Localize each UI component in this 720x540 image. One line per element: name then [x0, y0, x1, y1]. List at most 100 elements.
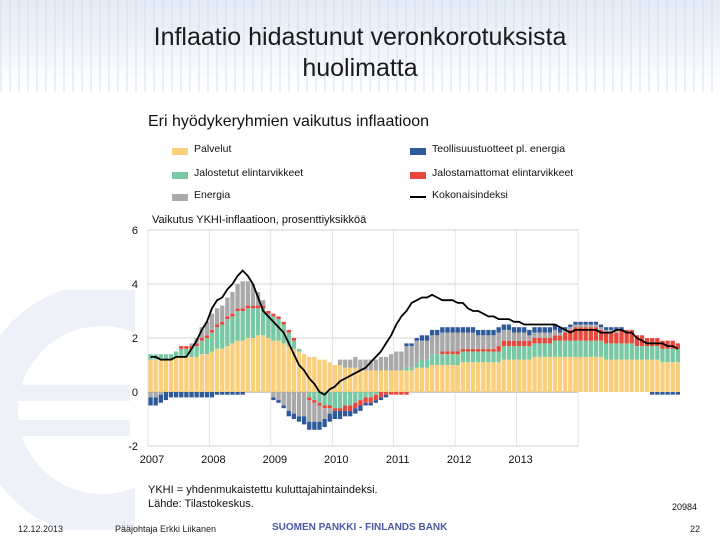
bar-segment-jalostamattomat-elintarvikkeet	[214, 324, 220, 328]
bar-segment-teollisuustuotteet-pl-energia	[609, 327, 614, 330]
bar-segment-jalostetut-elintarvikkeet	[516, 346, 522, 360]
bar-segment-jalostetut-elintarvikkeet	[450, 354, 455, 365]
bar-segment-jalostetut-elintarvikkeet	[445, 354, 450, 365]
bar-segment-jalostamattomat-elintarvikkeet	[404, 392, 409, 395]
bar-segment-jalostetut-elintarvikkeet	[634, 346, 640, 360]
bar-segment-teollisuustuotteet-pl-energia	[424, 335, 430, 341]
bar-segment-palvelut	[327, 362, 332, 392]
bar-segment-jalostamattomat-elintarvikkeet	[399, 392, 404, 395]
bar-segment-teollisuustuotteet-pl-energia	[194, 392, 199, 398]
bar-segment-energia	[271, 392, 276, 398]
bar-segment-teollisuustuotteet-pl-energia	[209, 392, 215, 398]
bar-segment-energia	[148, 392, 153, 398]
bar-segment-jalostetut-elintarvikkeet	[342, 392, 348, 406]
bar-segment-palvelut	[598, 356, 604, 392]
chart-subtitle: Vaikutus YKHI-inflaatioon, prosenttiyksi…	[152, 214, 367, 226]
bar-segment-energia	[250, 284, 256, 306]
bar-segment-energia	[496, 332, 501, 347]
bar-segment-jalostetut-elintarvikkeet	[235, 311, 240, 341]
bar-segment-jalostamattomat-elintarvikkeet	[317, 402, 322, 406]
bar-segment-teollisuustuotteet-pl-energia	[429, 329, 435, 336]
bar-segment-jalostetut-elintarvikkeet	[440, 354, 445, 365]
bar-segment-teollisuustuotteet-pl-energia	[153, 397, 158, 406]
bar-segment-palvelut	[363, 370, 368, 392]
x-tick-label: 2009	[263, 454, 287, 466]
bar-segment-teollisuustuotteet-pl-energia	[527, 329, 532, 336]
bar-segment-energia	[230, 292, 235, 314]
bar-segment-palvelut	[424, 367, 430, 392]
bar-segment-jalostamattomat-elintarvikkeet	[675, 343, 680, 349]
bar-segment-jalostamattomat-elintarvikkeet	[373, 394, 378, 401]
bar-segment-jalostetut-elintarvikkeet	[660, 348, 665, 363]
bar-segment-jalostetut-elintarvikkeet	[465, 351, 471, 363]
bar-segment-energia	[511, 332, 517, 341]
bar-segment-jalostetut-elintarvikkeet	[214, 327, 220, 349]
bar-segment-jalostetut-elintarvikkeet	[588, 340, 593, 357]
bar-segment-energia	[220, 305, 225, 322]
bar-segment-palvelut	[619, 359, 624, 392]
bar-segment-jalostetut-elintarvikkeet	[363, 392, 368, 398]
bar-segment-jalostetut-elintarvikkeet	[639, 346, 645, 360]
bar-segment-teollisuustuotteet-pl-energia	[337, 410, 343, 419]
bar-segment-teollisuustuotteet-pl-energia	[358, 405, 363, 411]
bar-segment-palvelut	[322, 359, 327, 392]
bar-segment-energia	[537, 332, 542, 338]
bar-segment-palvelut	[332, 365, 338, 392]
bar-segment-jalostetut-elintarvikkeet	[419, 359, 425, 368]
bar-segment-jalostamattomat-elintarvikkeet	[383, 392, 389, 395]
bar-segment-teollisuustuotteet-pl-energia	[363, 402, 368, 406]
bar-segment-palvelut	[491, 362, 496, 392]
bar-segment-energia	[429, 335, 435, 355]
bar-segment-palvelut	[665, 362, 670, 392]
bar-segment-energia	[199, 327, 204, 338]
bar-segment-energia	[296, 392, 302, 417]
bar-segment-jalostetut-elintarvikkeet	[312, 392, 317, 401]
bar-segment-jalostetut-elintarvikkeet	[619, 343, 624, 360]
bar-segment-jalostamattomat-elintarvikkeet	[250, 305, 256, 309]
bar-segment-palvelut	[593, 356, 599, 392]
bar-segment-teollisuustuotteet-pl-energia	[368, 402, 373, 406]
bar-segment-palvelut	[542, 356, 547, 392]
bar-segment-energia	[470, 332, 476, 349]
bar-segment-jalostamattomat-elintarvikkeet	[552, 335, 558, 341]
bar-segment-energia	[373, 359, 378, 371]
bar-segment-jalostetut-elintarvikkeet	[327, 392, 332, 406]
bar-segment-energia	[573, 324, 578, 328]
bar-segment-palvelut	[634, 359, 640, 392]
bar-segment-jalostetut-elintarvikkeet	[307, 392, 312, 398]
bar-segment-jalostamattomat-elintarvikkeet	[537, 338, 542, 344]
chart-note-source: Lähde: Tilastokeskus.	[148, 498, 254, 510]
bar-segment-palvelut	[532, 356, 537, 392]
bar-segment-jalostamattomat-elintarvikkeet	[378, 392, 384, 398]
bar-segment-jalostetut-elintarvikkeet	[230, 316, 235, 344]
bar-segment-jalostamattomat-elintarvikkeet	[598, 329, 604, 341]
bar-segment-teollisuustuotteet-pl-energia	[214, 392, 220, 395]
bar-segment-jalostamattomat-elintarvikkeet	[240, 308, 245, 311]
bar-segment-jalostetut-elintarvikkeet	[240, 311, 245, 341]
bar-segment-jalostamattomat-elintarvikkeet	[619, 329, 624, 344]
legend-label-energia: Energia	[194, 189, 231, 201]
bar-segment-palvelut	[516, 359, 522, 392]
bar-segment-jalostetut-elintarvikkeet	[209, 332, 215, 352]
bar-segment-palvelut	[655, 359, 660, 392]
bar-segment-energia	[614, 329, 619, 333]
bar-segment-teollisuustuotteet-pl-energia	[655, 392, 660, 395]
bar-segment-jalostamattomat-elintarvikkeet	[522, 340, 527, 347]
bar-segment-jalostetut-elintarvikkeet	[614, 343, 619, 360]
bar-segment-energia	[214, 308, 220, 325]
bar-segment-jalostetut-elintarvikkeet	[409, 367, 414, 371]
bar-segment-jalostetut-elintarvikkeet	[404, 367, 409, 371]
bar-segment-teollisuustuotteet-pl-energia	[501, 324, 506, 330]
bar-segment-teollisuustuotteet-pl-energia	[522, 327, 527, 333]
bar-segment-energia	[225, 297, 230, 317]
bar-segment-energia	[348, 359, 353, 368]
bar-segment-palvelut	[609, 359, 614, 392]
bar-segment-palvelut	[644, 359, 650, 392]
legend-swatch-palvelut	[172, 148, 188, 155]
bar-segment-teollisuustuotteet-pl-energia	[276, 400, 281, 403]
y-tick-label: 2	[132, 333, 138, 345]
bar-segment-teollisuustuotteet-pl-energia	[660, 392, 665, 395]
bar-segment-jalostetut-elintarvikkeet	[557, 340, 563, 357]
bar-segment-teollisuustuotteet-pl-energia	[158, 394, 163, 403]
bar-segment-energia	[261, 300, 266, 306]
